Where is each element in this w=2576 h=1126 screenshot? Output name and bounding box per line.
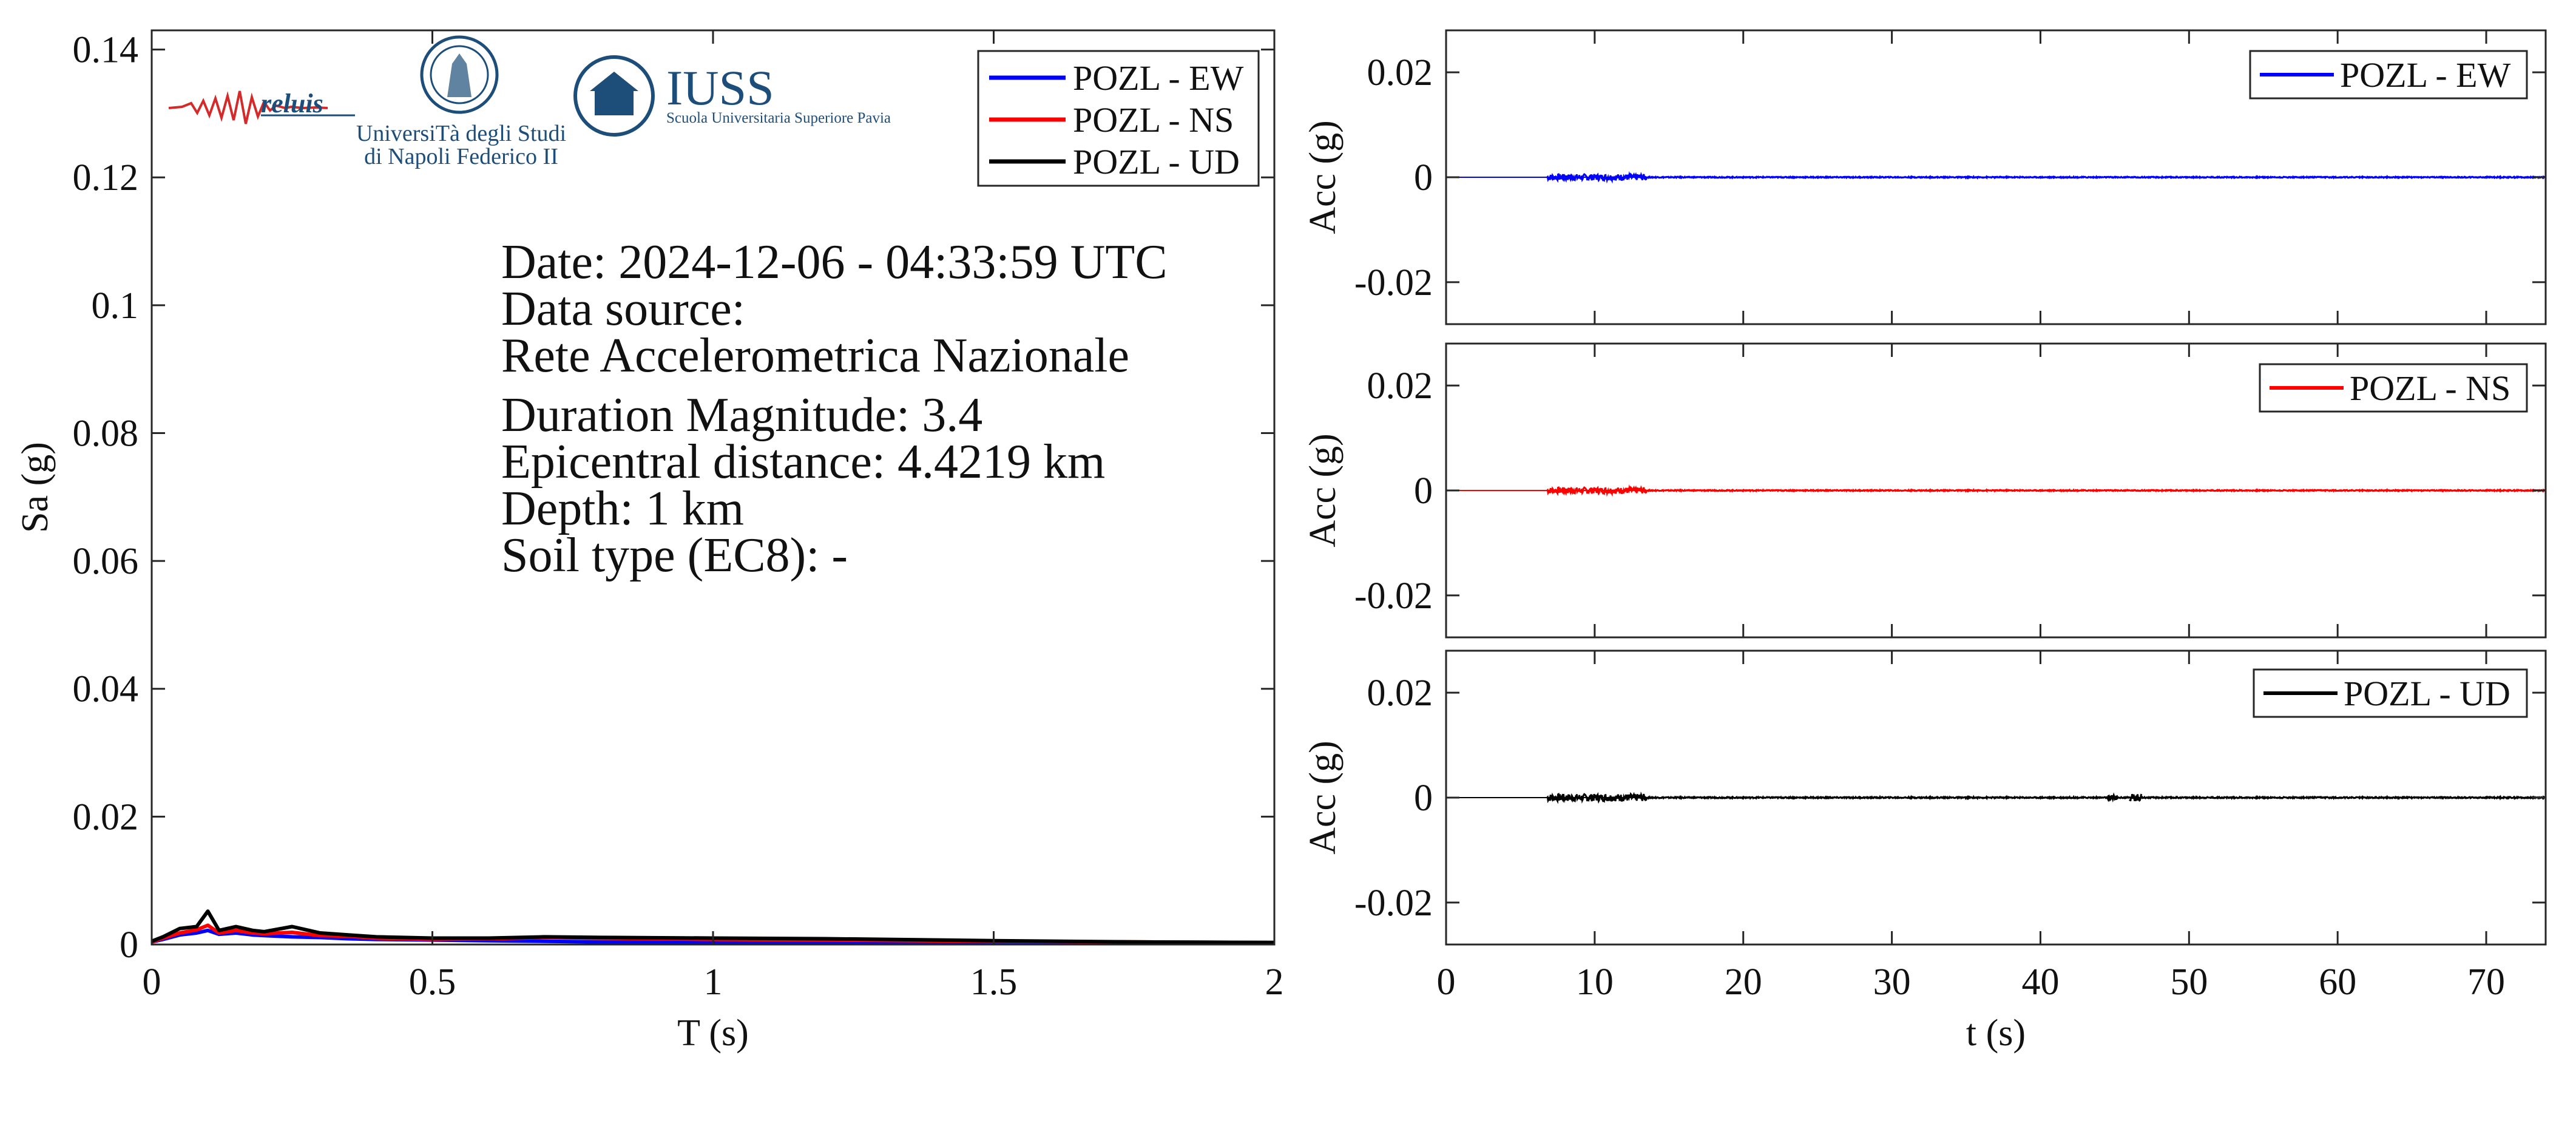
reluis-logo: reluis: [168, 89, 355, 124]
spectrum-ylabel: Sa (g): [15, 442, 56, 533]
ns-legend: POZL - NS: [2259, 363, 2528, 413]
ns-ytick-label: 0.02: [1367, 365, 1433, 407]
spectrum-ytick-label: 0.12: [73, 157, 139, 198]
spectrum-ytick-label: 0.04: [73, 669, 139, 710]
spectrum-series-line-2: [150, 909, 1275, 945]
info-source-value: Rete Accelerometrica Nazionale: [501, 329, 1129, 382]
spectrum-xtick-label: 0.5: [409, 962, 456, 1003]
info-distance: Epicentral distance: 4.4219 km: [501, 435, 1105, 489]
spectrum-xtick-label: 1.5: [970, 962, 1018, 1003]
spectrum-series-line-0: [151, 928, 1274, 945]
event-info-block: Date: 2024-12-06 - 04:33:59 UTC Data sou…: [501, 236, 1168, 582]
unina-name-line1: UniversiTà degli Studi: [356, 121, 566, 146]
reluis-seismogram-mark: [168, 90, 328, 124]
ud-xtick-label: 70: [2467, 962, 2505, 1003]
ud-xtick-label: 30: [1873, 962, 1911, 1003]
ns-ytick-label: -0.02: [1354, 575, 1433, 617]
ns-ytick-label: 0: [1414, 470, 1433, 512]
ew-legend-label: POZL - EW: [2340, 55, 2511, 95]
legend-label-ns: POZL - NS: [1073, 100, 1234, 140]
ud-trace-burst-2: [2106, 792, 2118, 803]
spectrum-ticks-layer: 0 0.02 0.04 0.06 0.08 0.1 0.12 0.14 0 0.5 1 1.5 2: [73, 30, 1284, 1003]
info-soil: Soil type (EC8): -: [501, 529, 848, 582]
ew-ylabel: Acc (g): [1302, 120, 1344, 234]
spectrum-legend: POZL - EW POZL - NS POZL - UD: [977, 50, 1260, 187]
ud-xtick-label: 20: [1725, 962, 1762, 1003]
spectrum-ytick-label: 0.06: [73, 541, 139, 582]
ud-xtick-label: 40: [2021, 962, 2059, 1003]
ud-xtick-label: 10: [1576, 962, 1614, 1003]
info-depth: Depth: 1 km: [501, 482, 744, 535]
legend-label-ew: POZL - EW: [1073, 58, 1244, 98]
ud-xtick-label: 50: [2170, 962, 2208, 1003]
accelerogram-ew-panel: -0.02 0 0.02 Acc (g) POZL - EW: [1302, 29, 2547, 325]
ns-trace-burst-0: [1546, 484, 1648, 497]
ud-legend: POZL - UD: [2253, 668, 2528, 718]
info-source-label: Data source:: [501, 282, 745, 336]
ew-series-layer: [1446, 171, 2547, 184]
ud-ytick-label: 0.02: [1367, 673, 1433, 714]
ud-xtick-label: 0: [1437, 962, 1456, 1003]
ew-ytick-label: 0.02: [1367, 52, 1433, 93]
ns-ticks-layer: -0.02 0 0.02: [1354, 344, 2546, 637]
accelerogram-ns-panel: -0.02 0 0.02 Acc (g) POZL - NS: [1302, 342, 2547, 639]
ud-ylabel: Acc (g): [1302, 741, 1344, 855]
ew-ytick-label: 0: [1414, 157, 1433, 198]
legend-label-ud: POZL - UD: [1073, 142, 1240, 181]
info-magnitude: Duration Magnitude: 3.4: [501, 388, 982, 442]
unina-seal-inner: [430, 45, 489, 104]
spectrum-xtick-label: 2: [1265, 962, 1284, 1003]
spectrum-ytick-label: 0.14: [73, 30, 139, 71]
ns-ylabel: Acc (g): [1302, 433, 1344, 548]
ns-trace-burst-1: [1646, 487, 2547, 493]
spectrum-xtick-label: 1: [704, 962, 723, 1003]
spectrum-ytick-label: 0.1: [92, 285, 139, 327]
ew-trace-burst-1: [1646, 174, 2547, 180]
unina-seal-figure: [447, 53, 472, 97]
unina-logo: UniversiTà degli Studi di Napoli Federic…: [356, 35, 566, 169]
ud-xtick-label: 60: [2319, 962, 2356, 1003]
iuss-emblem-building: [595, 91, 634, 115]
spectrum-ytick-label: 0: [120, 924, 138, 966]
spectrum-panel: 0 0.02 0.04 0.06 0.08 0.1 0.12 0.14 0 0.5 1 1.5 2 T …: [15, 29, 1284, 1054]
spectrum-series-layer: [150, 909, 1275, 945]
ud-trace-burst-3: [2129, 793, 2143, 802]
info-date: Date: 2024-12-06 - 04:33:59 UTC: [501, 236, 1168, 289]
ud-series-layer: [1446, 791, 2547, 804]
iuss-title: IUSS: [666, 60, 774, 115]
spectrum-xlabel: T (s): [677, 1012, 749, 1054]
ud-ytick-label: -0.02: [1354, 883, 1433, 924]
ud-trace-burst-1: [1646, 795, 2547, 801]
spectrum-ytick-label: 0.02: [73, 796, 139, 838]
ud-ytick-label: 0: [1414, 778, 1433, 819]
ud-xlabel: t (s): [1966, 1012, 2026, 1054]
iuss-emblem-roof: [590, 72, 638, 91]
spectrum-ytick-label: 0.08: [73, 413, 139, 454]
ud-legend-label: POZL - UD: [2344, 674, 2510, 713]
unina-name-line2: di Napoli Federico II: [364, 144, 558, 169]
reluis-logo-text: reluis: [261, 89, 323, 118]
iuss-logo: IUSS Scuola Universitaria Superiore Pavi…: [573, 55, 891, 137]
ew-ytick-label: -0.02: [1354, 262, 1433, 304]
ew-trace-burst-0: [1546, 171, 1648, 184]
ew-legend: POZL - EW: [2249, 50, 2528, 100]
ns-series-layer: [1446, 484, 2547, 497]
ew-ticks-layer: -0.02 0 0.02: [1354, 30, 2546, 324]
ns-legend-label: POZL - NS: [2350, 368, 2510, 408]
ud-trace-burst-0: [1546, 791, 1648, 804]
iuss-subtitle: Scuola Universitaria Superiore Pavia: [666, 110, 891, 126]
spectrum-xtick-label: 0: [143, 962, 161, 1003]
